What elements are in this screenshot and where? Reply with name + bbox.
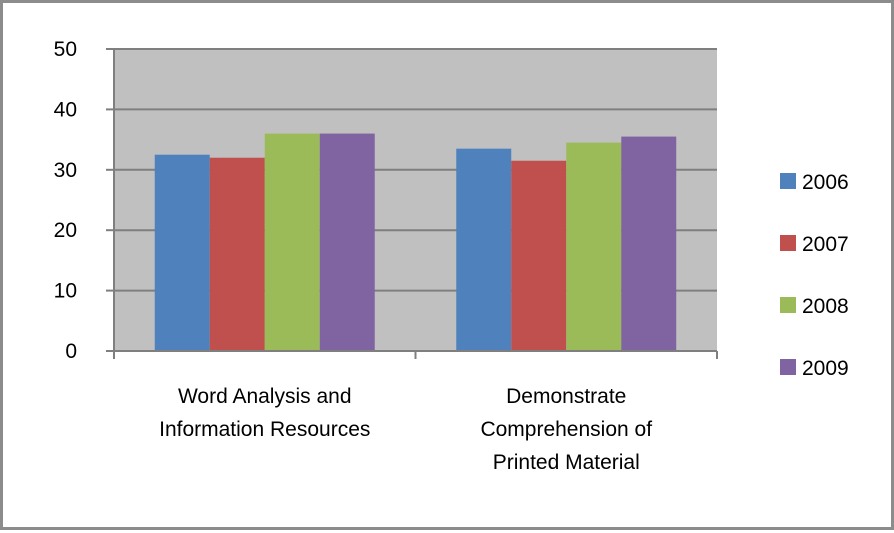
legend: 2006 2007 2008 2009 [780, 171, 849, 380]
category-label: Printed Material [493, 451, 640, 474]
y-tick-label: 20 [54, 219, 77, 242]
y-tick-label: 0 [65, 340, 77, 363]
legend-label-2006: 2006 [802, 171, 849, 194]
bar-2008-2 [566, 142, 622, 351]
legend-swatch-2008 [780, 297, 796, 313]
category-label: Information Resources [159, 418, 370, 441]
axes [106, 48, 718, 359]
bar-2008-1 [264, 133, 320, 351]
y-tick-label: 10 [54, 280, 77, 303]
bar-2007-2 [511, 160, 567, 351]
legend-swatch-2006 [780, 173, 796, 189]
legend-swatch-2007 [780, 235, 796, 251]
category-labels: Word Analysis and Information Resources De… [159, 385, 652, 474]
legend-label-2008: 2008 [802, 295, 849, 318]
category-label: Comprehension of [480, 418, 652, 441]
legend-label-2007: 2007 [802, 233, 849, 256]
legend-label-2009: 2009 [802, 357, 849, 380]
legend-swatch-2009 [780, 359, 796, 375]
bar-2007-1 [209, 157, 265, 351]
bar-2006-1 [154, 154, 210, 351]
y-tick-label: 50 [54, 38, 77, 61]
bar-2009-1 [319, 133, 375, 351]
y-tick-label: 30 [54, 159, 77, 182]
category-label: Demonstrate [506, 385, 626, 408]
y-tick-labels: 0 10 20 30 40 50 [54, 38, 77, 363]
bar-2006-2 [456, 148, 512, 351]
y-tick-label: 40 [54, 98, 77, 121]
bar-chart: 0 10 20 30 40 50 Word Analysis and Information… [54, 38, 849, 474]
bar-2009-2 [621, 136, 677, 351]
bars [154, 133, 677, 351]
category-label: Word Analysis and [178, 385, 352, 408]
